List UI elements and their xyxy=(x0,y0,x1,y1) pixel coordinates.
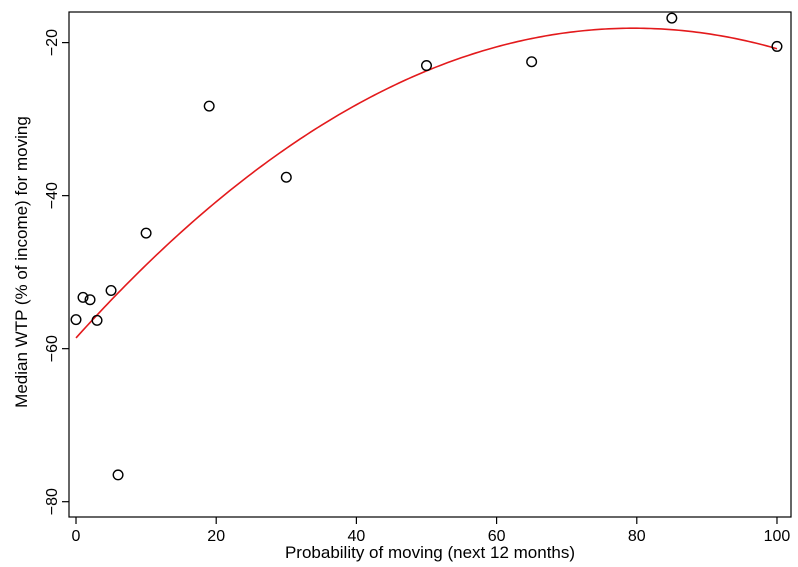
x-tick-label: 0 xyxy=(72,528,81,545)
fit-line xyxy=(75,27,778,339)
data-point xyxy=(666,12,678,24)
data-point xyxy=(84,294,96,306)
y-tick-label: −20 xyxy=(44,29,61,56)
plot-frame xyxy=(68,11,792,518)
x-tick-label: 100 xyxy=(764,528,791,545)
y-axis: −80 −60 −40 −20 xyxy=(44,29,69,515)
y-axis-title: Median WTP (% of income) for moving xyxy=(12,116,31,408)
x-tick-label: 60 xyxy=(488,528,506,545)
y-tick-label: −40 xyxy=(44,182,61,209)
data-point xyxy=(91,314,103,326)
x-axis: 0 20 40 60 80 100 xyxy=(72,517,791,545)
data-point xyxy=(526,56,538,68)
data-point xyxy=(140,227,152,239)
data-point xyxy=(771,40,783,52)
data-point xyxy=(112,469,124,481)
x-tick-label: 80 xyxy=(628,528,646,545)
x-tick-label: 40 xyxy=(347,528,365,545)
data-point xyxy=(105,285,117,297)
data-point xyxy=(70,314,82,326)
data-point xyxy=(420,60,432,72)
x-axis-title: Probability of moving (next 12 months) xyxy=(285,543,575,562)
data-point xyxy=(280,171,292,183)
y-tick-label: −80 xyxy=(44,488,61,515)
y-tick-label: −60 xyxy=(44,335,61,362)
data-point xyxy=(203,100,215,112)
fit-curve-layer xyxy=(75,27,778,339)
x-tick-label: 20 xyxy=(207,528,225,545)
data-points-layer xyxy=(70,12,783,481)
data-point xyxy=(77,291,89,303)
